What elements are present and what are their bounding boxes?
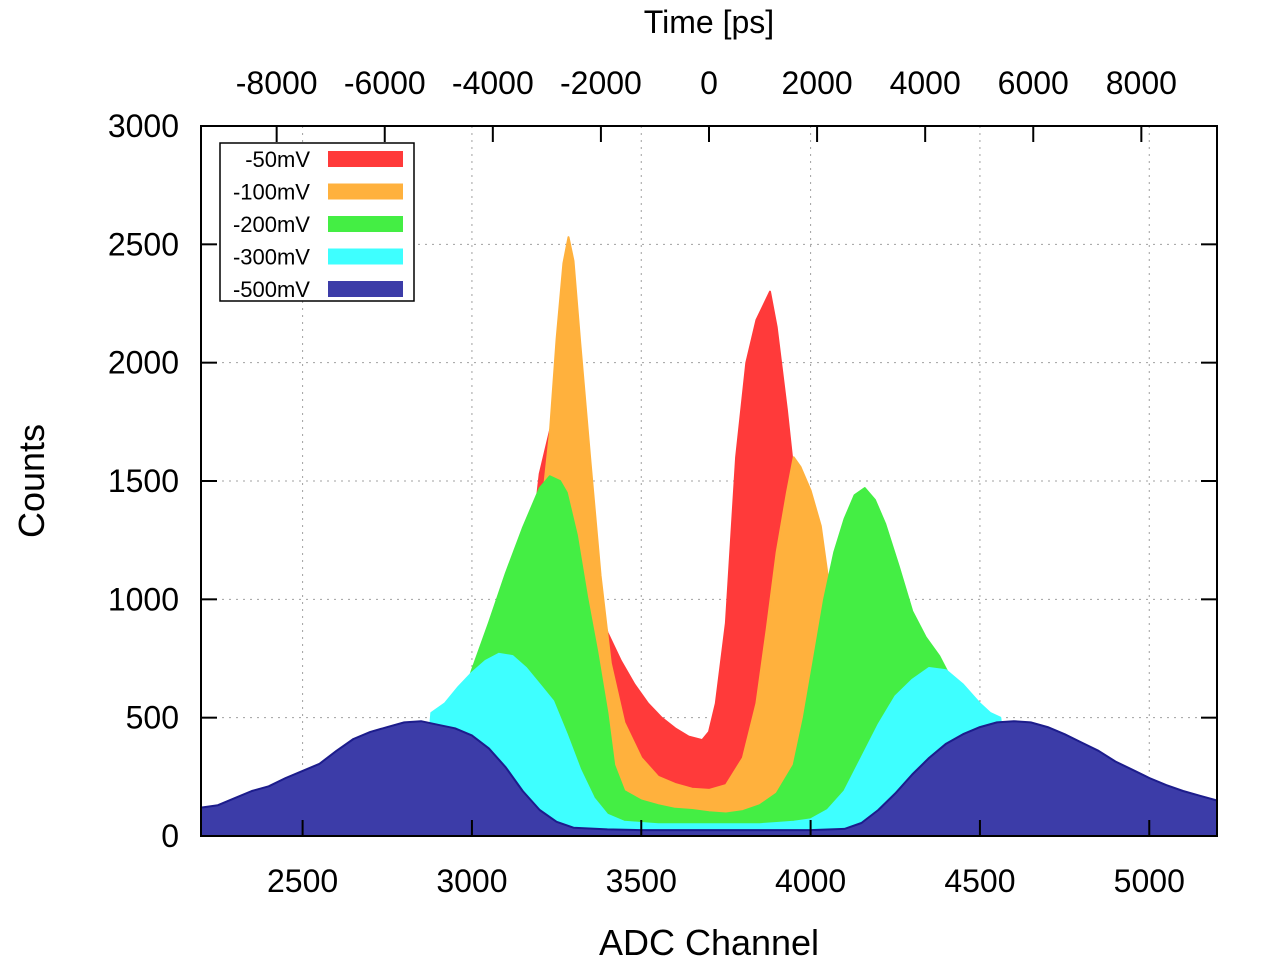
x2-tick-labels: -8000 -6000 -4000 -2000 0 2000 4000 6000 8000 [236, 65, 1177, 101]
x-tick-label: 3000 [436, 863, 507, 899]
legend: -50mV -100mV -200mV -300mV -500mV [219, 142, 415, 302]
legend-swatch [328, 281, 403, 297]
legend-swatch [328, 183, 403, 200]
y-axis-title: Counts [11, 424, 52, 538]
y-tick-label: 1500 [108, 463, 179, 499]
y-tick-labels: 0 500 1000 1500 2000 2500 3000 [108, 108, 179, 854]
x-tick-label: 3500 [606, 863, 677, 899]
tick-layer [201, 125, 1217, 837]
legend-label: -100mV [233, 180, 310, 205]
x-axis-title: ADC Channel [599, 922, 819, 963]
legend-label: -500mV [233, 277, 310, 302]
x-tick-label: 2500 [267, 863, 338, 899]
x2-tick-label: 6000 [998, 65, 1069, 101]
x2-tick-label: -2000 [560, 65, 642, 101]
x2-tick-label: -4000 [452, 65, 534, 101]
x2-tick-label: 2000 [781, 65, 852, 101]
y-tick-label: 2500 [108, 226, 179, 262]
legend-swatch [328, 216, 403, 232]
y-tick-label: 500 [126, 700, 179, 736]
legend-label: -200mV [233, 212, 310, 237]
series-area [420, 652, 1015, 837]
x-tick-labels: 2500 3000 3500 4000 4500 5000 [267, 863, 1185, 899]
y-tick-label: 3000 [108, 108, 179, 144]
x-tick-label: 5000 [1114, 863, 1185, 899]
legend-label: -300mV [233, 245, 310, 270]
x2-tick-label: 8000 [1106, 65, 1177, 101]
y-tick-label: 1000 [108, 581, 179, 617]
x-tick-label: 4500 [944, 863, 1015, 899]
y-tick-label: 2000 [108, 345, 179, 381]
x2-tick-label: -6000 [344, 65, 426, 101]
series-layer [200, 236, 1218, 837]
x2-tick-label: 0 [700, 65, 718, 101]
x2-tick-label: -8000 [236, 65, 318, 101]
legend-label: -50mV [245, 147, 310, 172]
x2-tick-label: 4000 [890, 65, 961, 101]
x-tick-label: 4000 [775, 863, 846, 899]
y-tick-label: 0 [161, 818, 179, 854]
legend-swatch [328, 151, 403, 167]
x2-axis-title: Time [ps] [644, 4, 774, 40]
legend-swatch [328, 248, 403, 265]
series-area [200, 720, 1218, 837]
